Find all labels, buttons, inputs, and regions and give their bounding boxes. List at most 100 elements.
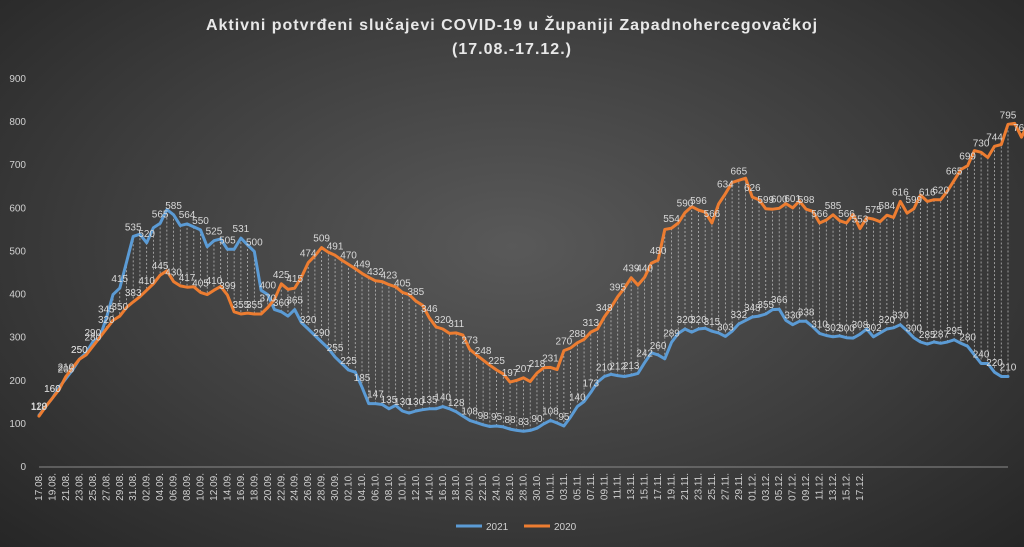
data-label: 289	[663, 328, 680, 339]
x-tick-label: 17.12.	[855, 473, 866, 501]
x-tick-label: 11.11.	[613, 473, 624, 499]
series-line-2021	[37, 208, 1010, 433]
data-label: 332	[730, 310, 747, 321]
data-label: 98	[478, 411, 490, 422]
data-label: 554	[663, 214, 680, 225]
x-tick-label: 30.09.	[330, 473, 341, 501]
x-tick-label: 29.08.	[115, 473, 126, 501]
data-label: 302	[865, 323, 882, 334]
data-label: 83	[518, 417, 530, 428]
data-label: 480	[650, 246, 667, 257]
data-label: 634	[717, 180, 734, 191]
x-tick-label: 05.12.	[774, 473, 785, 501]
data-label: 765	[1013, 123, 1024, 134]
data-label: 338	[798, 307, 815, 318]
data-label: 270	[556, 337, 573, 348]
data-label: 500	[246, 237, 263, 248]
data-label: 173	[582, 378, 599, 389]
x-tick-label: 07.11.	[586, 473, 597, 500]
data-label: 285	[919, 330, 936, 341]
data-label: 95	[558, 412, 570, 423]
data-label: 425	[273, 270, 290, 281]
x-tick-label: 23.11.	[693, 473, 704, 500]
data-label: 147	[367, 390, 384, 401]
chart-title: Aktivni potvrđeni slučajevi COVID-19 u Ž…	[206, 15, 818, 34]
data-label: 160	[44, 384, 61, 395]
x-tick-label: 28.10.	[519, 473, 530, 501]
data-label: 585	[825, 201, 842, 212]
data-label: 231	[542, 353, 559, 364]
x-tick-label: 09.11.	[599, 473, 610, 500]
x-tick-label: 06.09.	[169, 473, 180, 501]
x-tick-label: 22.10.	[478, 473, 489, 501]
data-label: 370	[259, 293, 276, 304]
data-label: 470	[340, 250, 357, 261]
data-labels: 1201602052502903454155355205655855645505…	[31, 110, 1024, 428]
legend: 2021 2020	[456, 522, 577, 533]
data-label: 564	[179, 210, 196, 221]
data-label: 348	[744, 303, 761, 314]
data-label: 320	[690, 315, 707, 326]
y-tick-label: 600	[9, 203, 26, 214]
data-label: 311	[448, 319, 464, 330]
x-tick-label: 26.09.	[303, 473, 314, 501]
x-tick-label: 30.10.	[532, 473, 543, 501]
data-label: 248	[475, 346, 492, 357]
data-label: 599	[905, 195, 922, 206]
data-label: 410	[206, 276, 223, 287]
x-tick-label: 20.10.	[465, 473, 476, 501]
x-tick-label: 15.12.	[842, 473, 853, 501]
chart-subtitle: (17.08.-17.12.)	[452, 41, 572, 58]
data-label: 525	[206, 227, 223, 238]
data-label: 140	[569, 393, 586, 404]
x-tick-label: 10.09.	[196, 473, 207, 501]
data-label: 395	[609, 283, 626, 294]
data-label: 445	[152, 261, 169, 272]
data-label: 795	[1000, 110, 1017, 121]
data-label: 616	[919, 187, 936, 198]
x-tick-label: 23.08.	[74, 473, 85, 501]
data-label: 205	[58, 365, 75, 376]
data-label: 598	[798, 195, 815, 206]
x-tick-label: 03.12.	[761, 473, 772, 501]
data-label: 120	[31, 401, 48, 412]
data-label: 320	[98, 315, 115, 326]
x-tick-label: 09.12.	[801, 473, 812, 501]
data-label: 308	[852, 320, 869, 331]
data-label: 584	[879, 201, 896, 212]
y-tick-label: 700	[9, 160, 26, 171]
x-tick-label: 01.12.	[747, 473, 758, 501]
data-label: 287	[932, 329, 949, 340]
x-tick-label: 14.09.	[222, 473, 233, 501]
x-tick-label: 25.08.	[88, 473, 99, 501]
y-tick-label: 900	[9, 74, 26, 85]
x-tick-label: 27.11.	[720, 473, 731, 500]
y-tick-label: 800	[9, 117, 26, 128]
data-label: 430	[165, 268, 182, 279]
x-tick-label: 26.10.	[505, 473, 516, 501]
x-tick-label: 21.08.	[61, 473, 72, 501]
legend-label: 2021	[486, 522, 509, 533]
data-label: 348	[596, 303, 613, 314]
x-tick-label: 29.11.	[734, 473, 745, 500]
data-label: 210	[1000, 362, 1017, 373]
data-label: 290	[313, 328, 330, 339]
x-tick-label: 17.08.	[34, 473, 45, 501]
x-tick-label: 20.09.	[263, 473, 274, 501]
data-label: 130	[407, 397, 424, 408]
data-label: 210	[58, 362, 75, 373]
x-tick-label: 22.09.	[276, 473, 287, 501]
x-tick-label: 28.09.	[317, 473, 328, 501]
x-tick-label: 24.10.	[492, 473, 503, 501]
legend-label: 2020	[554, 522, 577, 533]
data-label: 346	[421, 304, 438, 315]
data-label: 440	[636, 263, 653, 274]
data-label: 360	[273, 298, 290, 309]
data-label: 730	[973, 138, 990, 149]
x-tick-label: 04.09.	[155, 473, 166, 501]
data-label: 365	[286, 296, 303, 307]
data-label: 553	[852, 215, 869, 226]
data-label: 417	[179, 273, 196, 284]
data-label: 295	[946, 326, 963, 337]
